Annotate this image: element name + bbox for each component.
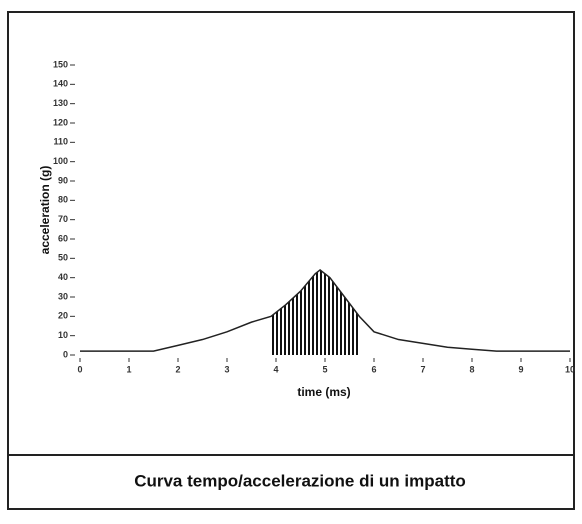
x-tick-label: 2 [175, 364, 180, 374]
y-tick-label: 110 [53, 137, 68, 147]
x-tick-label: 3 [224, 364, 229, 374]
caption: Curva tempo/accelerazione di un impatto [134, 471, 466, 490]
y-tick-label: 90 [58, 175, 68, 185]
x-tick-label: 1 [126, 364, 131, 374]
x-tick-label: 7 [420, 364, 425, 374]
line [80, 268, 570, 352]
x-tick-label: 8 [469, 364, 474, 374]
y-tick-label: 30 [58, 291, 68, 301]
x-tick-label: 5 [322, 364, 327, 374]
y-tick-label: 150 [53, 59, 68, 69]
x-tick-label: 4 [273, 364, 278, 374]
y-tick-label: 50 [58, 253, 68, 263]
y-tick-label: 0 [63, 349, 68, 359]
y-tick-label: 70 [58, 214, 68, 224]
y-tick-label: 120 [53, 117, 68, 127]
y-tick-label: 100 [53, 156, 68, 166]
y-tick-label: 80 [58, 195, 68, 205]
y-tick-label: 130 [53, 98, 68, 108]
y-axis-label: acceleration (g) [38, 166, 52, 255]
x-tick-label: 10 [565, 364, 575, 374]
hatched-area [271, 269, 360, 355]
y-tick-label: 40 [58, 272, 68, 282]
y-tick-label: 60 [58, 233, 68, 243]
y-tick-label: 140 [53, 79, 68, 89]
x-axis-label: time (ms) [297, 385, 350, 399]
y-tick-label: 20 [58, 311, 68, 321]
frame [7, 11, 575, 510]
y-tick-label: 10 [58, 330, 68, 340]
x-tick-label: 6 [371, 364, 376, 374]
x-tick-label: 0 [77, 364, 82, 374]
x-tick-label: 9 [518, 364, 523, 374]
